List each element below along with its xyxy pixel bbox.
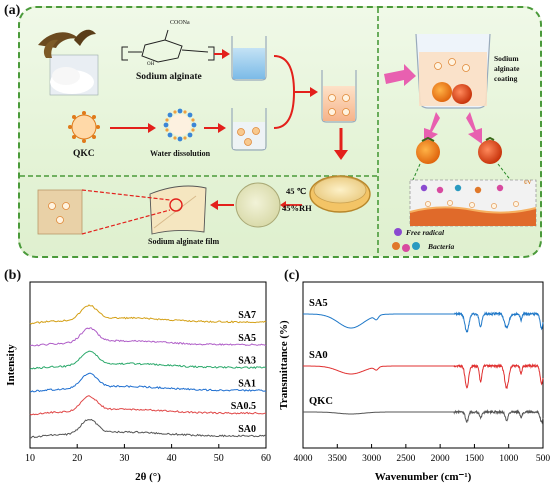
series-line-SA0: [303, 363, 544, 389]
panel-c-label: (c): [284, 268, 300, 283]
sodium-alginate-label: Sodium alginate: [136, 72, 202, 82]
series-label-SA7: SA7: [238, 310, 256, 321]
x-tick-label: 40: [167, 453, 177, 464]
series-line-QKC: [303, 409, 544, 425]
x-tick-label: 1000: [499, 454, 518, 464]
flow-arrows: [110, 49, 348, 210]
beaker-mixed: [321, 70, 357, 123]
pink-arrows: [384, 64, 482, 144]
uv-label: UV: [524, 181, 532, 186]
series-label-SA5: SA5: [309, 298, 328, 309]
dissolved-micelle: [163, 108, 197, 142]
x-tick-label: 2000: [431, 454, 450, 464]
series-label-SA0: SA0: [309, 350, 328, 361]
x-tick-label: 10: [25, 453, 35, 464]
series-line-SA7: [29, 304, 267, 325]
coating-label: Sodium alginate coating: [494, 54, 520, 83]
beaker-qkc: [231, 108, 267, 151]
coating-beaker: [415, 33, 491, 109]
temperature-label: 45 ℃: [286, 186, 307, 196]
water-dissolution-label: Water dissolution: [150, 149, 211, 158]
qkc-label: QKC: [73, 149, 95, 159]
series-label-QKC: QKC: [309, 396, 333, 407]
peel-cross-section: [409, 179, 537, 227]
film-magnified: [37, 185, 207, 235]
humidity-label: 45%RH: [282, 203, 312, 213]
series-label-SA5: SA5: [238, 333, 256, 344]
alginate-structure: [121, 29, 215, 63]
x-tick-label: 1500: [465, 454, 484, 464]
bacteria-label: Bacteria: [428, 242, 455, 251]
beaker-water: [231, 36, 267, 81]
ftir-chart: 4000 3500 3000 2500 2000 1500 1000 500 Wavenumbe…: [278, 281, 550, 483]
series-label-SA0: SA0: [238, 424, 256, 435]
x-tick-label: 60: [261, 453, 271, 464]
x-axis-label: 2θ (°): [135, 471, 161, 483]
series-line-SA5: [29, 327, 267, 347]
x-tick-label: 4000: [294, 454, 313, 464]
series-label-SA0.5: SA0.5: [231, 401, 256, 412]
plot-frame: [302, 281, 544, 449]
coona-label: COONa: [170, 20, 190, 26]
x-tick-label: 20: [72, 453, 82, 464]
x-axis-label: Wavenumber (cm⁻¹): [375, 471, 472, 483]
x-tick-label: 3500: [328, 454, 347, 464]
oh-label: OH: [147, 62, 155, 67]
x-tick-label: 30: [119, 453, 129, 464]
series-line-SA0: [29, 418, 267, 439]
panel-b-label: (b): [4, 268, 22, 283]
film-disk: [235, 182, 281, 228]
series-line-SA1: [30, 372, 267, 393]
series-label-SA1: SA1: [238, 378, 256, 389]
x-tick-label: 3000: [362, 454, 381, 464]
series-label-SA3: SA3: [238, 356, 256, 367]
plot-frame: [29, 281, 267, 449]
x-tick-label: 50: [214, 453, 224, 464]
seaweed-powder-image: [38, 29, 99, 96]
film-label: Sodium alginate film: [148, 237, 220, 246]
y-axis-label: Transmittance (%): [278, 320, 290, 410]
series-line-SA5: [303, 311, 544, 333]
y-axis-label: Intensity: [5, 344, 17, 386]
series-line-SA3: [29, 350, 267, 370]
legend-icons: [392, 228, 420, 252]
coated-fruits: [411, 136, 513, 183]
petri-dish: [309, 175, 371, 213]
qkc-micelle: [68, 111, 100, 143]
x-tick-label: 2500: [396, 454, 415, 464]
free-radical-label: Free radical: [406, 228, 445, 237]
xrd-chart: 10 20 30 40 50 60 2θ (°) Intensity SA7 SA5 SA3 SA1 S…: [5, 281, 271, 483]
x-tick-label: 500: [536, 454, 550, 464]
schematic-graphics: [20, 8, 537, 256]
series-line-SA0.5: [29, 395, 266, 416]
panel-a-label: (a): [4, 3, 21, 18]
